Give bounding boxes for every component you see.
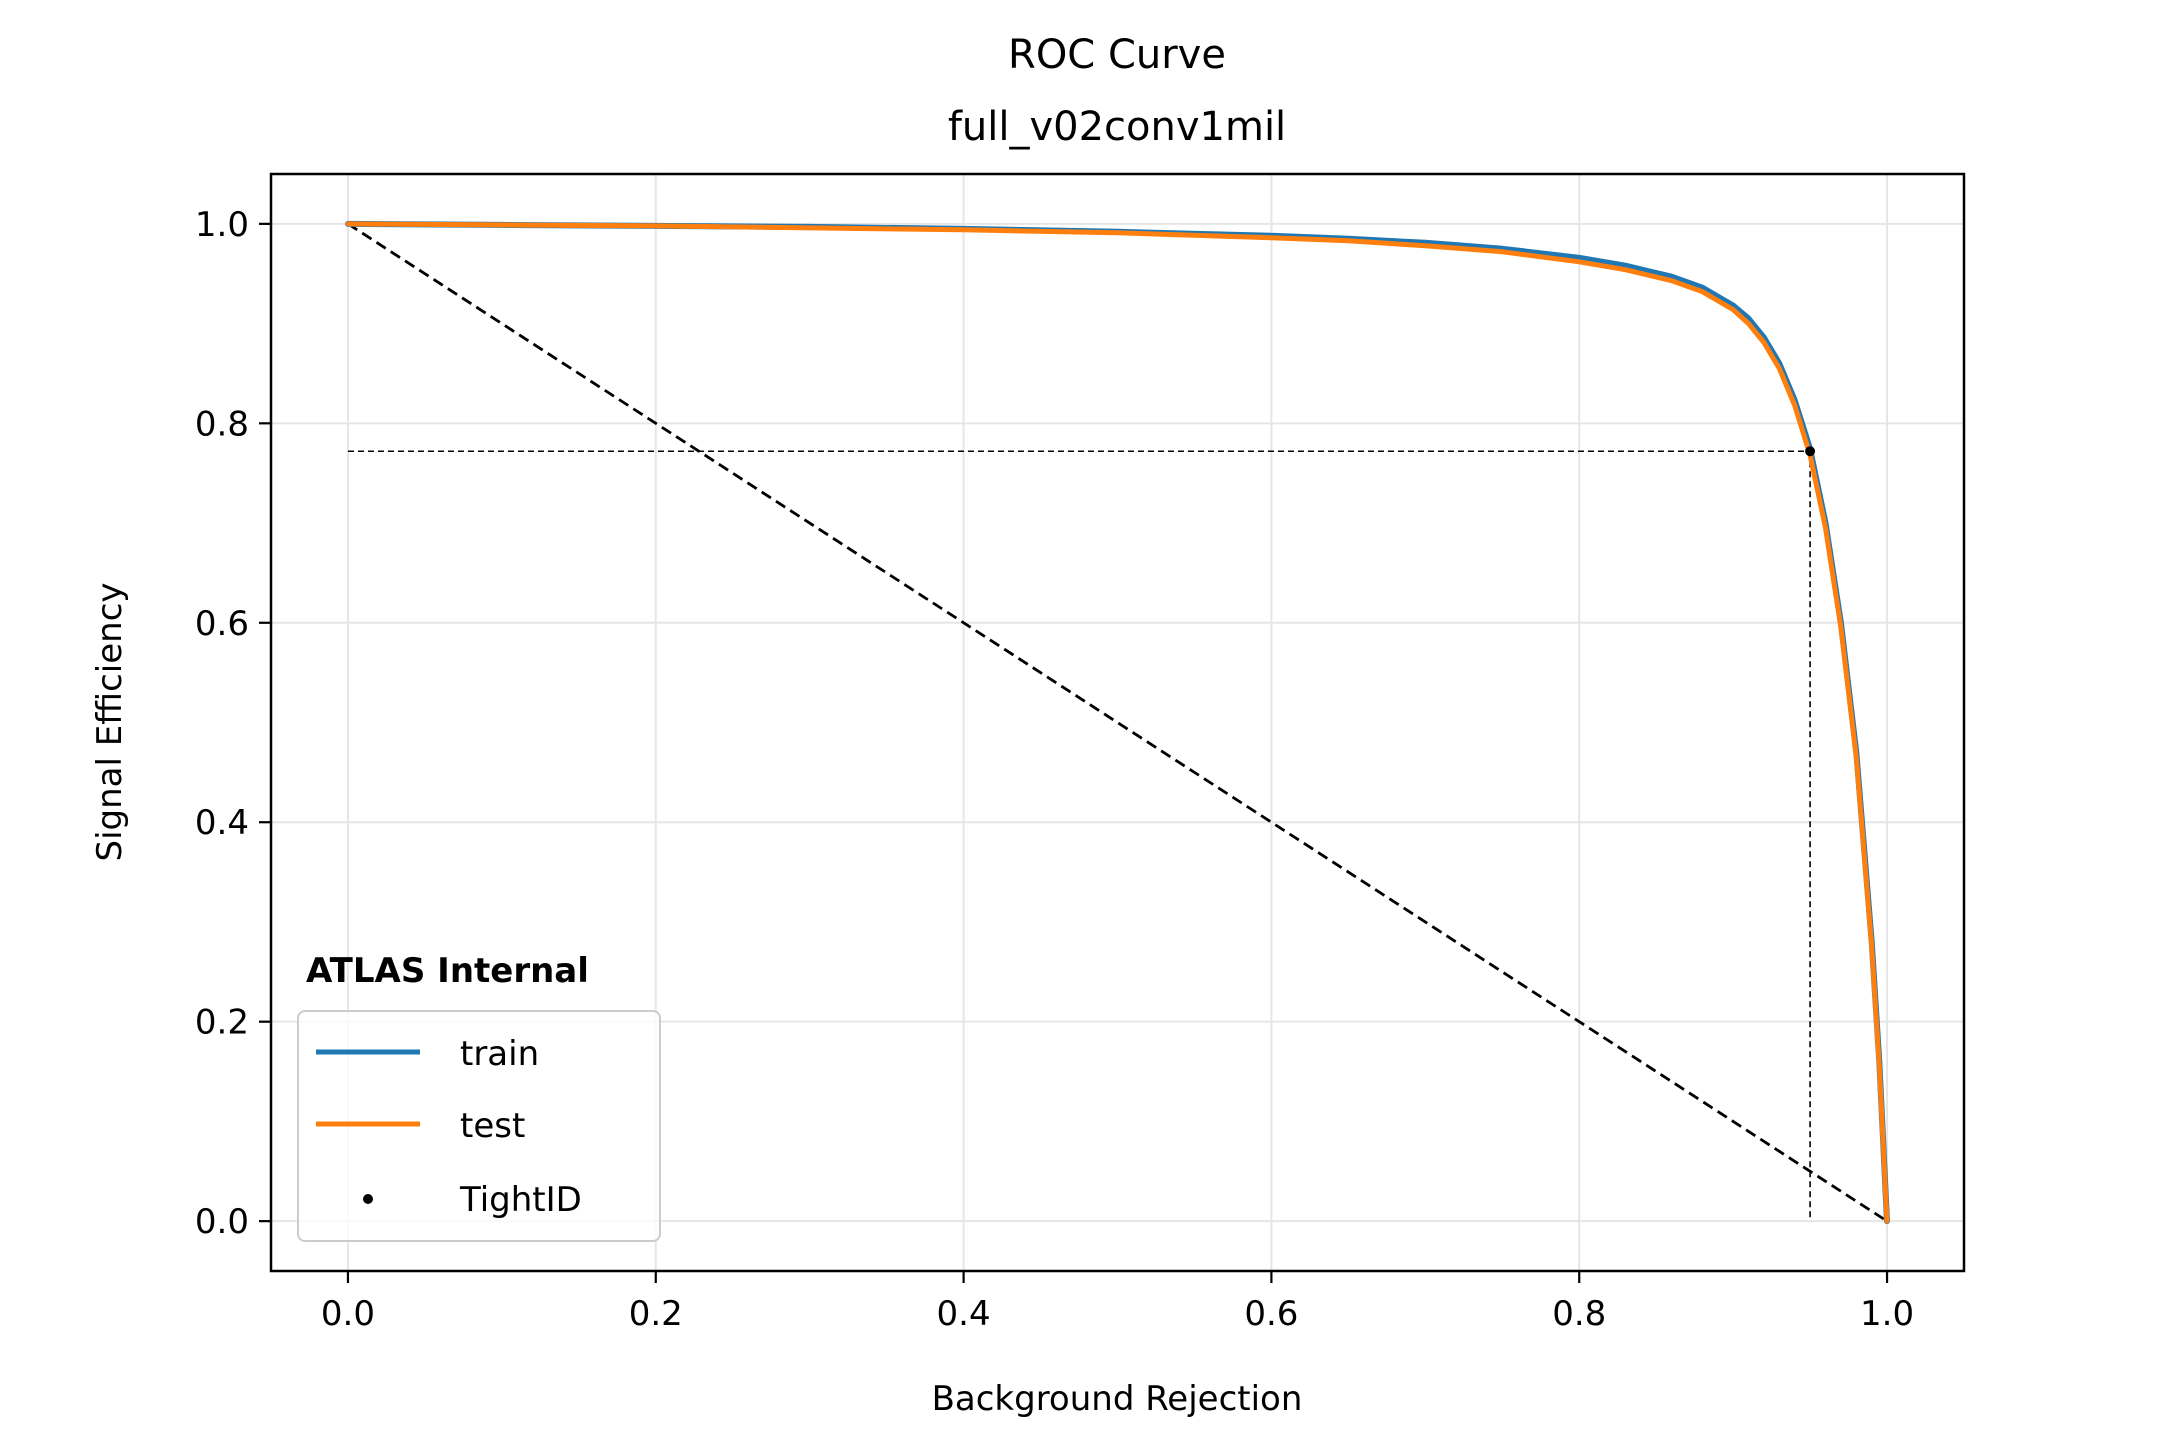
y-ticks: 0.0 0.2 0.4 0.6 0.8 1.0 (195, 205, 271, 1242)
legend-box (297, 1010, 661, 1242)
x-axis-label: Background Rejection (932, 1379, 1303, 1419)
legend-test-label: test (460, 1106, 525, 1146)
chart-subtitle: full_v02conv1mil (948, 104, 1286, 150)
y-tick-label-0: 0.0 (195, 1202, 249, 1242)
tightid-points (1805, 446, 1816, 457)
plot-frame (269, 172, 1966, 1273)
x-tick-label-1: 0.2 (629, 1294, 683, 1334)
x-tick-label-4: 0.8 (1552, 1294, 1606, 1334)
legend-train-label: train (460, 1034, 539, 1074)
legend-tightid-label: TightID (459, 1180, 582, 1220)
series-lines (345, 220, 1890, 1225)
y-tick-label-1: 0.2 (195, 1003, 249, 1043)
x-tick-label-2: 0.4 (937, 1294, 991, 1334)
legend-tightid-marker (363, 1194, 373, 1204)
y-tick-label-5: 1.0 (195, 205, 249, 245)
y-axis-label: Signal Efficiency (90, 582, 130, 861)
x-tick-label-5: 1.0 (1860, 1294, 1914, 1334)
x-tick-label-0: 0.0 (321, 1294, 375, 1334)
x-tick-label-3: 0.6 (1244, 1294, 1298, 1334)
chart-title: ROC Curve (1008, 32, 1226, 78)
x-ticks: 0.0 0.2 0.4 0.6 0.8 1.0 (321, 1271, 1914, 1334)
reference-lines (347, 222, 1888, 1223)
y-tick-label-4: 0.8 (195, 404, 249, 444)
atlas-internal-annotation: ATLAS Internal (306, 951, 589, 991)
y-tick-label-2: 0.4 (195, 803, 249, 843)
test-series-line (345, 221, 1890, 1224)
legend: train test TightID (297, 1010, 661, 1242)
tightid-point-0 (1805, 446, 1816, 457)
y-tick-label-3: 0.6 (195, 604, 249, 644)
